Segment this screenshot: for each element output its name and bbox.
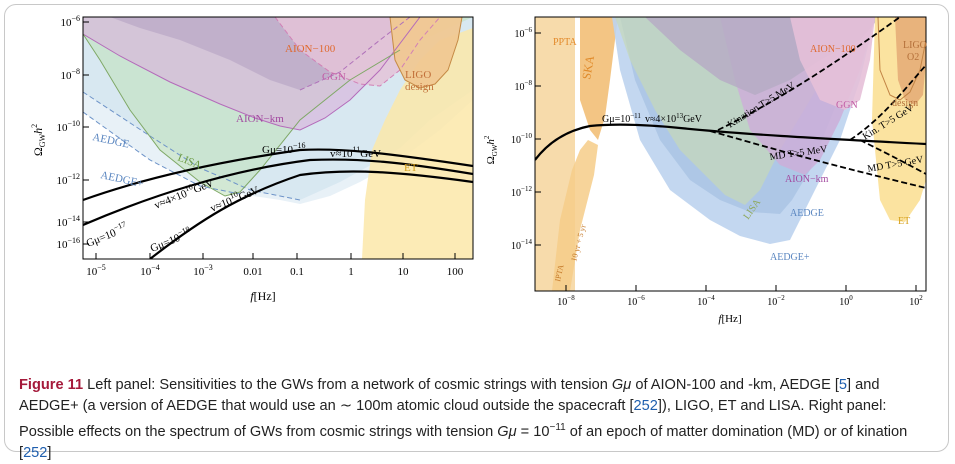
ska-region [580, 17, 618, 140]
caption-gmu: Gμ [611, 377, 632, 393]
left-x-tick-7: 10 [398, 266, 410, 278]
ipta-region [552, 140, 598, 291]
left-x-tick-1: 10−5 [86, 263, 106, 278]
left-y-tick-2: 10−8 [60, 67, 80, 82]
right-x-tick-3: 10−4 [697, 294, 715, 308]
caption-text-5: = 10 [516, 423, 550, 440]
citation-252-link-2[interactable]: 252 [23, 444, 48, 461]
right-label-ligo-1: LIGO [903, 40, 927, 51]
right-x-tick-6: 102 [909, 294, 923, 308]
et-region [362, 28, 473, 259]
caption-exp: −11 [549, 422, 566, 433]
right-label-aedgeplus: AEDGE+ [770, 252, 810, 263]
right-panel-plot: 10−6 10−8 10−10 10−12 10−14 10−8 10−6 10… [483, 16, 927, 325]
left-x-tick-3: 10−3 [193, 263, 213, 278]
curve-gmu-18 [149, 170, 473, 259]
curve-gmu-17 [83, 158, 473, 227]
left-x-tick-5: 0.1 [290, 266, 304, 278]
right-label-ppta: PPTA [553, 37, 577, 48]
left-label-ligo-1: LIGO [405, 69, 431, 81]
left-y-tick-6: 10−16 [56, 236, 80, 251]
caption-text-2: of AION-100 and -km, AEDGE [ [631, 377, 839, 393]
caption-text-4: ]), LIGO, ET and LISA. Right panel: Poss… [19, 398, 887, 440]
left-label-aion100: AION−100 [285, 43, 336, 55]
left-x-tick-8: 100 [447, 266, 464, 278]
curve-md-gev [859, 139, 926, 175]
left-y-axis-label: ΩGWh2 [30, 124, 47, 156]
caption-text-1: Left panel: Sensitivities to the GWs fro… [83, 377, 612, 393]
left-label-et: ET [404, 162, 418, 174]
left-y-tick-1: 10−6 [60, 14, 80, 29]
right-label-aion100: AION−100 [810, 44, 856, 55]
right-y-tick-1: 10−6 [515, 26, 533, 40]
right-label-ggn: GGN [836, 100, 858, 111]
left-y-tick-4: 10−12 [56, 172, 80, 187]
left-label-v11: v≈1011GeV [330, 145, 381, 160]
curve-gmu-11 [535, 123, 926, 161]
right-x-tick-4: 10−2 [767, 294, 785, 308]
left-label-gmu16: Gμ=10−16 [262, 141, 306, 156]
left-label-aionkm: AION−km [236, 113, 284, 125]
right-x-tick-5: 100 [839, 294, 853, 308]
curve-gmu-16 [83, 148, 473, 202]
right-label-aionkm: AION−km [785, 174, 829, 185]
curve-md-mev [709, 130, 926, 189]
ligo-region [390, 17, 462, 88]
left-y-tick-5: 10−14 [56, 214, 80, 229]
caption-text-3: ] and AEDGE+ (a version of AEDGE that wo… [19, 377, 880, 414]
left-y-tick-3: 10−10 [56, 119, 80, 134]
ggn-region-right [790, 17, 875, 110]
left-x-tick-6: 1 [348, 266, 354, 278]
right-y-axis-label: ΩGWh2 [483, 135, 499, 164]
left-label-ggn: GGN [322, 71, 346, 83]
caption-gmu-2: Gμ [497, 423, 517, 440]
left-label-ligo-2: design [405, 81, 434, 93]
right-x-tick-1: 10−8 [557, 294, 575, 308]
right-x-axis-label: f[Hz] [718, 313, 741, 325]
right-y-tick-4: 10−12 [511, 185, 532, 199]
right-label-ska: SKA [579, 54, 597, 80]
left-panel-plot: 10−6 10−8 10−10 10−12 10−14 10−16 10−5 1… [30, 14, 474, 303]
ligo-region-right [895, 17, 926, 105]
curve-kination-gev [849, 64, 926, 141]
right-label-gmu: Gμ=10−11 v≈4×1013GeV [602, 112, 703, 125]
right-x-tick-2: 10−6 [627, 294, 645, 308]
left-x-tick-4: 0.01 [243, 266, 262, 278]
figure-caption: Figure 11 Left panel: Sensitivities to t… [19, 375, 937, 464]
caption-text-6: of an epoch of matter domination (MD) or… [19, 423, 908, 461]
citation-5-link[interactable]: 5 [838, 377, 848, 393]
figure-frame [4, 4, 949, 452]
right-label-ligo-2: O2 [907, 52, 919, 63]
right-y-tick-2: 10−8 [515, 79, 533, 93]
right-label-et: ET [898, 216, 910, 227]
caption-text-7: ] [47, 444, 52, 461]
citation-252-link[interactable]: 252 [633, 398, 658, 414]
left-x-axis-label: f[Hz] [250, 289, 275, 303]
right-label-aedge: AEDGE [790, 208, 824, 219]
right-y-tick-3: 10−10 [511, 132, 532, 146]
right-label-ligo-design: design [892, 98, 918, 109]
right-y-tick-5: 10−14 [511, 238, 532, 252]
right-label-ipta-1: IPTA [553, 264, 565, 283]
figure-label: Figure 11 [19, 377, 84, 393]
left-x-tick-2: 10−4 [140, 263, 160, 278]
